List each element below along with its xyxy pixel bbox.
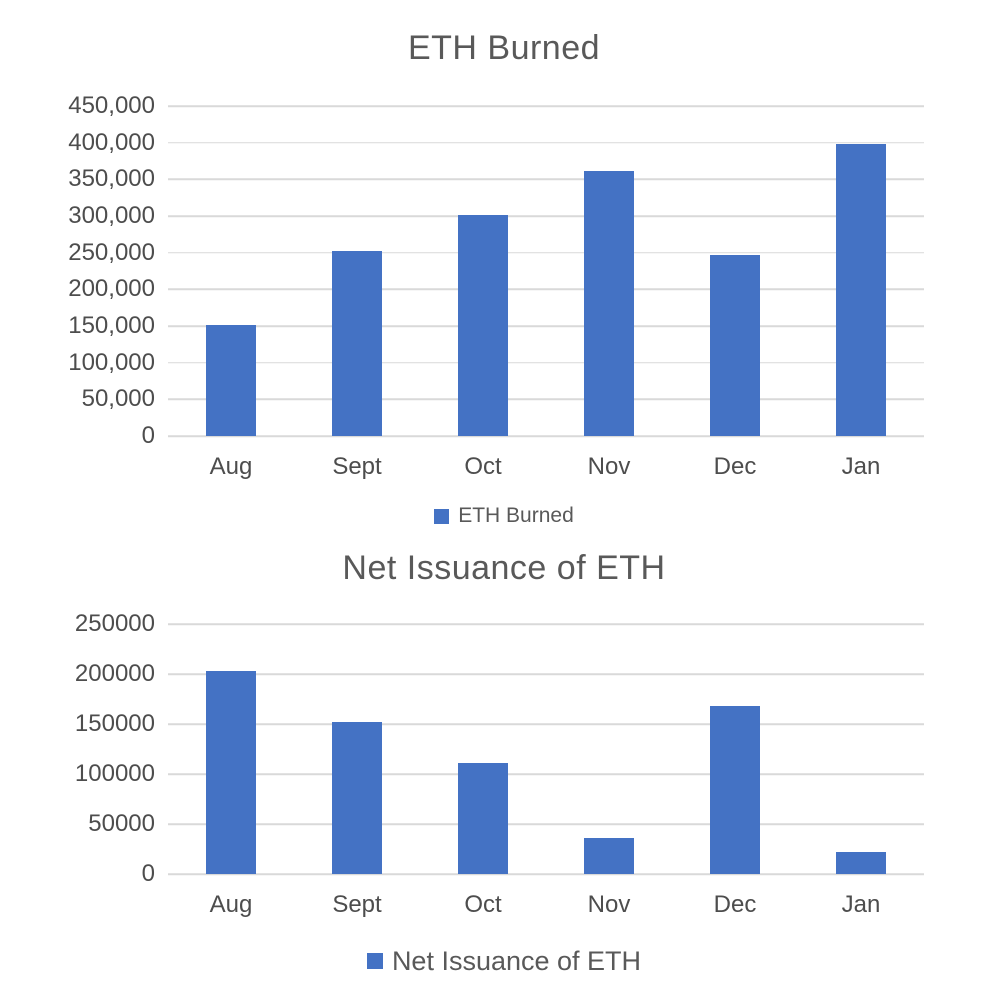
x-axis-label-sept: Sept [332, 453, 382, 480]
x-axis-label-oct: Oct [464, 453, 502, 480]
bar-aug [206, 324, 256, 436]
gridline [168, 723, 924, 725]
bar-dec [710, 254, 760, 436]
x-axis-label-dec: Dec [713, 453, 757, 480]
x-axis: Aug Sept Oct Nov Dec Jan [168, 449, 924, 485]
bar-nov [584, 838, 634, 874]
legend: ETH Burned [44, 504, 964, 528]
eth-burned-chart: ETH Burned 450,000 400,000 350,000 300,000 2… [44, 30, 964, 528]
y-axis: 450,000 400,000 350,000 300,000 250,000 200,0… [44, 94, 155, 448]
gridline [168, 105, 924, 107]
bar-dec [710, 706, 760, 874]
y-axis-tick-label: 200,000 [68, 275, 155, 303]
gridline [168, 823, 924, 825]
x-axis-label-jan: Jan [841, 891, 881, 918]
y-axis-tick-label: 250000 [74, 610, 155, 637]
chart-title: Net Issuance of ETH [342, 549, 666, 587]
y-axis-tick-label: 350,000 [68, 165, 155, 193]
gridline [168, 773, 924, 775]
x-axis-label-jan: Jan [841, 453, 881, 480]
y-axis-tick-label: 0 [141, 422, 155, 449]
y-axis-tick-label: 50000 [88, 810, 155, 837]
y-axis-tick-label: 150,000 [68, 312, 155, 339]
gridline [168, 141, 924, 144]
gridline [168, 435, 924, 437]
bar-aug [206, 671, 256, 874]
chart-title: ETH Burned [407, 29, 601, 67]
plot-row: 250000 200000 150000 100000 50000 0 [44, 612, 964, 886]
gridline [168, 873, 924, 875]
y-axis-tick-label: 50,000 [81, 385, 155, 413]
y-axis-tick-label: 0 [141, 860, 155, 887]
gridline [168, 361, 924, 364]
bar-sept [332, 722, 382, 874]
legend-swatch-icon [366, 953, 383, 969]
gridline [168, 398, 924, 401]
gridline [168, 251, 924, 254]
plot-row: 450,000 400,000 350,000 300,000 250,000 200,0… [44, 94, 964, 448]
bar-jan [836, 144, 886, 436]
bar-oct [458, 763, 508, 874]
y-axis-tick-label: 300,000 [68, 202, 155, 229]
net-issuance-chart: Net Issuance of ETH 250000 200000 150000 10… [44, 549, 964, 976]
x-axis-label-sept: Sept [332, 891, 382, 918]
y-axis-tick-label: 200000 [74, 660, 155, 687]
gridline [168, 288, 924, 291]
x-axis-label-nov: Nov [587, 891, 631, 918]
x-axis-label-aug: Aug [209, 453, 253, 480]
gridline [168, 178, 924, 181]
gridline [168, 215, 924, 217]
y-axis-tick-label: 100000 [74, 760, 155, 787]
bar-oct [458, 214, 508, 436]
x-axis-label-aug: Aug [209, 891, 253, 918]
y-axis-tick-label: 150000 [74, 710, 155, 737]
plot-area [168, 105, 924, 437]
x-axis: Aug Sept Oct Nov Dec Jan [168, 887, 924, 923]
legend-swatch-icon [434, 508, 450, 524]
gridline [168, 673, 924, 675]
legend-label: Net Issuance of ETH [391, 945, 642, 976]
x-axis-label-nov: Nov [587, 453, 631, 480]
x-axis-label-oct: Oct [464, 891, 502, 918]
y-axis-tick-label: 400,000 [68, 128, 155, 156]
legend-label: ETH Burned [458, 504, 574, 527]
y-axis-tick-label: 100,000 [68, 348, 155, 376]
gridline [168, 325, 924, 327]
bar-jan [836, 852, 886, 874]
y-axis: 250000 200000 150000 100000 50000 0 [44, 612, 155, 886]
x-axis-label-dec: Dec [713, 891, 757, 918]
gridline [168, 623, 924, 625]
bar-nov [584, 171, 634, 436]
y-axis-tick-label: 250,000 [68, 238, 155, 266]
legend: Net Issuance of ETH [44, 945, 964, 976]
y-axis-tick-label: 450,000 [68, 92, 155, 119]
plot-area [168, 623, 924, 875]
bar-sept [332, 251, 382, 436]
